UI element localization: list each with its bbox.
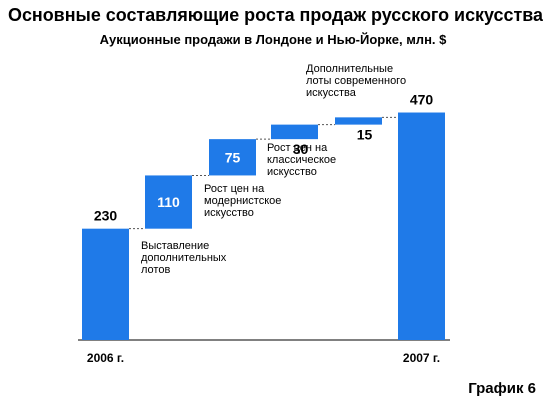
- annotation-line: Рост цен на: [204, 183, 265, 195]
- annotation-line: лоты современного: [306, 75, 406, 87]
- total-bar: [82, 228, 129, 340]
- annotation-line: модернистское: [204, 195, 281, 207]
- annotation-line: искусство: [267, 166, 317, 178]
- annotation-line: Дополнительные: [306, 63, 393, 75]
- step-annotation: Выставление дополнительных лотов: [141, 240, 227, 276]
- value-label: 110: [157, 194, 180, 210]
- x-tick-label: 2006 г.: [87, 351, 124, 365]
- annotation-line: лотов: [141, 264, 170, 276]
- annotation-line: искусство: [204, 207, 254, 219]
- value-label: 30: [293, 141, 309, 157]
- value-label: 470: [410, 92, 434, 108]
- chart-subtitle: Аукционные продажи в Лондоне и Нью-Йорке…: [99, 32, 447, 47]
- delta-bar: [145, 175, 192, 229]
- delta-bar: [209, 139, 256, 176]
- value-label: 15: [357, 127, 373, 143]
- annotation-line: классическое: [267, 154, 336, 166]
- annotation-line: Рост цен на: [267, 142, 328, 154]
- annotation-line: Выставление: [141, 240, 209, 252]
- delta-bar: [335, 117, 382, 125]
- total-bar: [398, 112, 445, 341]
- chart-title-text: Основные составляющие роста продаж русск…: [8, 5, 543, 25]
- value-label: 75: [225, 149, 241, 165]
- annotation-line: искусства: [306, 87, 357, 99]
- step-annotation: Рост цен на модернистское искусство: [204, 183, 281, 219]
- delta-bar: [271, 124, 318, 140]
- chart-title: Основные составляющие роста продаж русск…: [8, 2, 543, 28]
- x-tick-label: 2007 г.: [403, 351, 440, 365]
- figure-label: График 6: [468, 380, 536, 397]
- step-annotation: Рост цен на классическое искусство: [267, 142, 336, 178]
- annotation-line: дополнительных: [141, 252, 227, 264]
- step-annotation: Дополнительные лоты современного искусства: [306, 63, 406, 99]
- value-label: 230: [94, 208, 118, 224]
